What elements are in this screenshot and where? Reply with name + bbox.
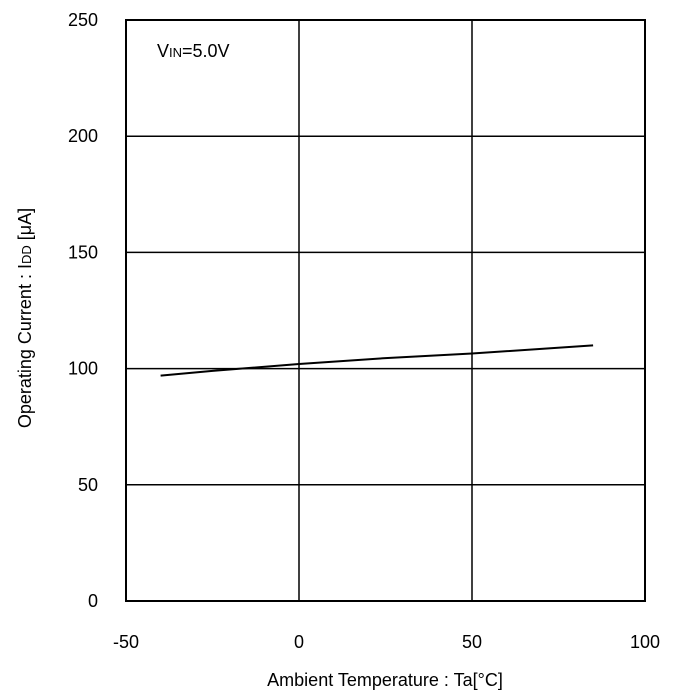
data-line bbox=[160, 344, 594, 377]
plot-frame bbox=[125, 19, 646, 602]
y-tick-label: 250 bbox=[68, 10, 98, 30]
annotation: VIN=5.0V bbox=[157, 41, 230, 61]
y-tick-label: 100 bbox=[68, 359, 98, 379]
y-tick-label: 0 bbox=[88, 591, 98, 611]
y-tick-label: 50 bbox=[78, 475, 98, 495]
x-tick-label: 50 bbox=[462, 632, 482, 652]
grid bbox=[125, 19, 646, 602]
x-tick-label: -50 bbox=[113, 632, 139, 652]
x-tick-label: 0 bbox=[294, 632, 304, 652]
y-tick-label: 200 bbox=[68, 126, 98, 146]
y-tick-label: 150 bbox=[68, 242, 98, 262]
y-tick-labels: 0 50 100 150 200 250 bbox=[68, 10, 98, 611]
x-axis-label: Ambient Temperature : Ta[°C] bbox=[267, 670, 503, 690]
x-tick-label: 100 bbox=[630, 632, 660, 652]
y-axis-label: Operating Current : IDD [μA] bbox=[15, 208, 35, 428]
x-tick-labels: -50 0 50 100 bbox=[113, 632, 660, 652]
